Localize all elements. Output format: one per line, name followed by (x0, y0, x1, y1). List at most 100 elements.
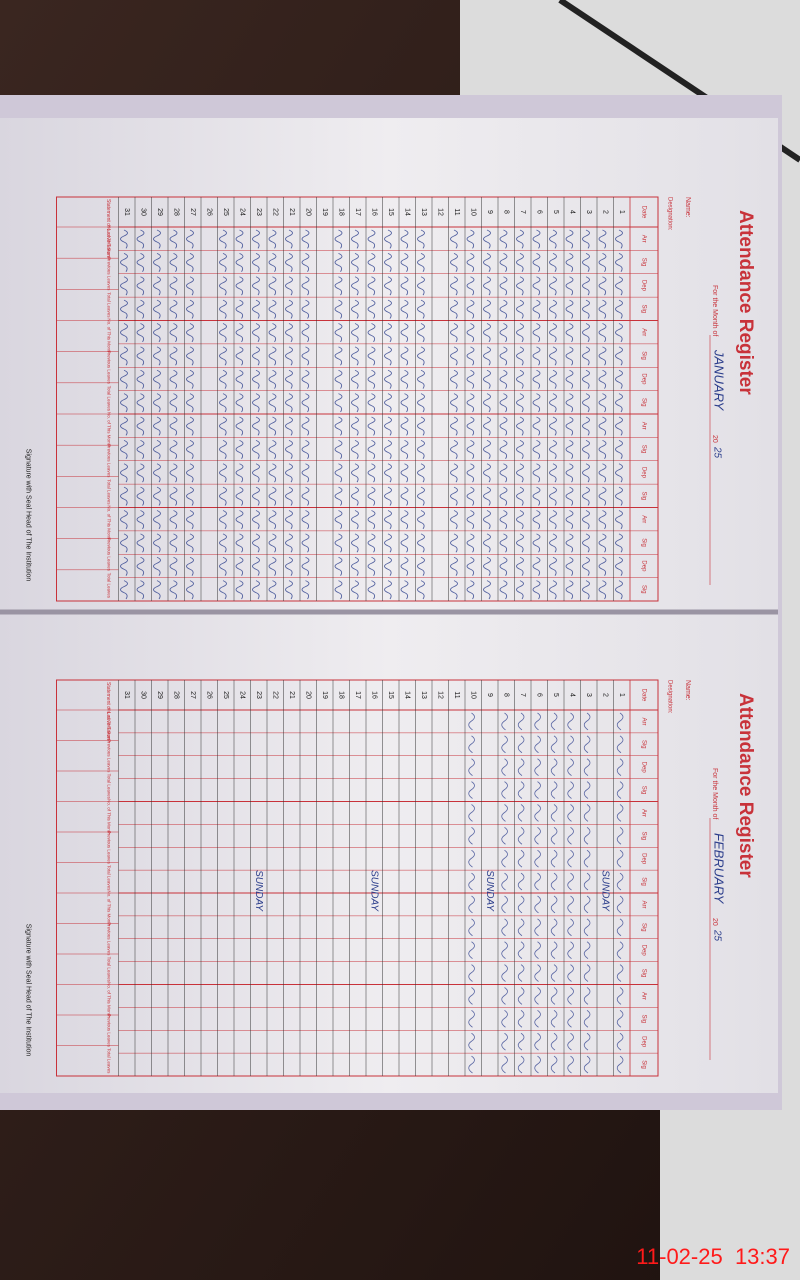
leave-column: No. of This Month (106, 799, 111, 835)
handwriting (268, 556, 277, 576)
handwriting (499, 510, 508, 530)
day-number: 1 (618, 210, 625, 214)
handwriting (136, 439, 145, 460)
handwriting (136, 252, 145, 273)
column-label: Sig (640, 491, 646, 500)
handwriting (615, 533, 623, 553)
handwriting (567, 987, 574, 1005)
handwriting (169, 299, 178, 319)
handwriting (615, 299, 623, 319)
handwriting (351, 276, 359, 296)
handwriting (468, 804, 475, 822)
handwriting (367, 486, 376, 506)
handwriting (483, 486, 491, 506)
handwriting (219, 463, 227, 483)
handwriting (565, 299, 574, 319)
handwriting (598, 346, 607, 366)
month-label: For the Month of (711, 285, 718, 336)
leave-column: Previous Leaves (106, 739, 111, 773)
handwriting (549, 393, 557, 413)
handwriting (565, 346, 574, 366)
handwriting (169, 533, 178, 553)
handwriting (169, 369, 178, 389)
handwriting (466, 393, 475, 413)
handwriting (351, 556, 359, 576)
handwriting (400, 369, 409, 389)
handwriting (334, 323, 343, 343)
day-number: 6 (535, 210, 542, 214)
handwriting (534, 895, 541, 914)
day-number: 18 (337, 691, 344, 699)
handwriting (186, 556, 194, 576)
handwriting (615, 439, 623, 460)
handwriting (483, 323, 491, 343)
handwriting (186, 486, 194, 506)
handwriting (450, 510, 458, 530)
day-number: 13 (420, 691, 427, 699)
handwriting (400, 556, 409, 576)
handwriting (516, 252, 524, 273)
leave-column: Total Leaves (106, 1048, 111, 1074)
handwriting (517, 918, 525, 937)
handwriting (252, 299, 260, 319)
handwriting (219, 439, 227, 460)
day-number: 29 (156, 691, 163, 699)
handwriting (466, 276, 475, 296)
handwriting (367, 580, 376, 600)
column-label: Sig (640, 445, 646, 454)
handwriting (466, 323, 475, 343)
handwriting (466, 510, 475, 530)
handwriting (136, 463, 145, 483)
handwriting (517, 1010, 525, 1028)
column-label: Sig (640, 831, 646, 840)
handwriting (501, 758, 508, 776)
handwriting (532, 323, 541, 343)
handwriting (501, 1055, 508, 1074)
handwriting (252, 323, 260, 343)
handwriting (517, 1032, 525, 1051)
handwriting (235, 252, 244, 273)
column-label: Dep (640, 373, 646, 385)
handwriting (468, 1010, 475, 1028)
leave-column: No. of This Month (106, 505, 111, 541)
handwriting (582, 556, 590, 576)
handwriting (598, 439, 607, 460)
day-number: 5 (552, 210, 559, 214)
handwriting (549, 533, 557, 553)
column-label: Sig (640, 877, 646, 886)
handwriting (136, 276, 145, 296)
handwriting (268, 463, 277, 483)
day-number: 3 (585, 693, 592, 697)
leave-label: Statement of Leave Taken (105, 199, 111, 257)
handwriting (567, 964, 574, 982)
handwriting (582, 229, 590, 249)
handwriting (549, 369, 557, 389)
handwriting (499, 229, 508, 249)
handwriting (517, 712, 525, 731)
handwriting (534, 781, 541, 799)
handwriting (550, 712, 558, 731)
handwriting (219, 299, 227, 319)
handwriting (252, 439, 260, 460)
handwriting (367, 323, 376, 343)
handwriting (120, 346, 128, 366)
handwriting (169, 510, 178, 530)
timestamp: 11-02-25 13:37 (636, 1244, 790, 1269)
handwriting (501, 781, 508, 799)
handwriting (268, 323, 277, 343)
handwriting (532, 439, 541, 460)
column-label: Sig (640, 538, 646, 547)
handwriting (186, 533, 194, 553)
handwriting (517, 804, 525, 822)
handwriting (450, 299, 458, 319)
leave-column: No. of This Month (106, 982, 111, 1018)
handwriting (417, 439, 425, 460)
column-label: Sig (640, 1014, 646, 1023)
handwriting (417, 416, 425, 436)
handwriting (549, 416, 557, 436)
day-number: 27 (189, 691, 196, 699)
handwriting (499, 416, 508, 436)
handwriting (186, 369, 194, 389)
leave-column: No. of This Month (106, 708, 111, 744)
